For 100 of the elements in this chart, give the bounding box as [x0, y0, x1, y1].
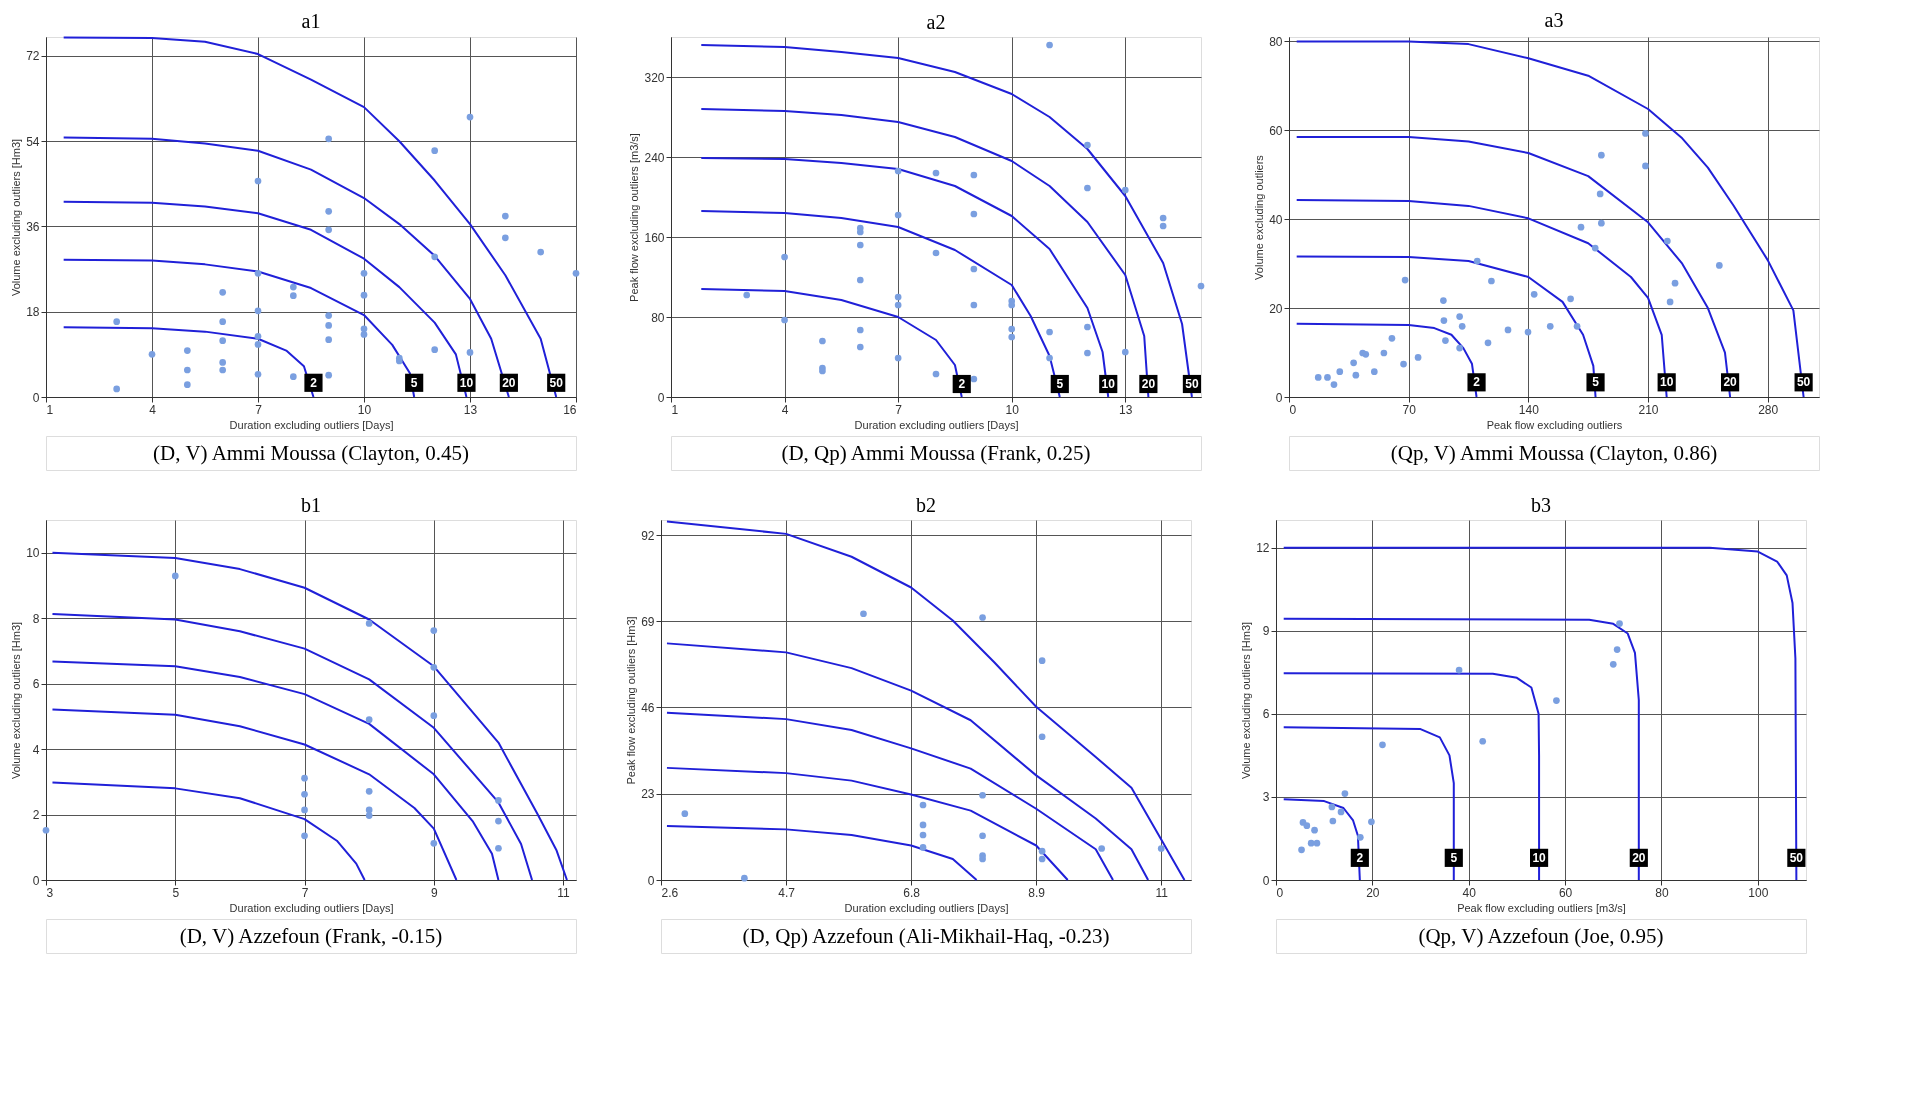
y-tick-label: 92: [641, 528, 655, 543]
x-tick-label: 8.9: [1028, 885, 1046, 900]
y-tick-label: 0: [647, 873, 655, 888]
y-tick-label: 69: [641, 614, 655, 629]
text: (D, V) Azzefoun (Frank, -0.15): [179, 924, 443, 948]
y-tick-label: 0: [32, 873, 40, 888]
annotation: 50: [549, 375, 564, 390]
y-axis-title: Peak flow excluding outliers [Hm3]: [625, 616, 638, 785]
x-tick-label: 1: [671, 402, 679, 417]
annotation: 20: [502, 375, 516, 390]
annotation: 2: [1356, 850, 1364, 865]
x-tick-label: 210: [1638, 402, 1659, 417]
annotation: 20: [1632, 850, 1646, 865]
y-tick-label: 20: [1269, 301, 1283, 316]
y-axis-title: Volume excluding outliers [Hm3]: [10, 621, 23, 780]
y-tick-label: 46: [641, 701, 655, 715]
annotation: 2: [1473, 375, 1481, 390]
chart-title: a1: [301, 10, 321, 33]
x-tick-label: 4: [149, 402, 157, 417]
annotation: 10: [1532, 850, 1547, 865]
annotation: 5: [1592, 375, 1600, 390]
x-tick-label: 13: [463, 402, 478, 417]
y-tick-label: 18: [26, 305, 40, 320]
annotation: 5: [1450, 850, 1458, 865]
x-tick-label: 3: [46, 885, 54, 900]
y-tick-label: 40: [1269, 212, 1283, 227]
x-tick-label: 100: [1748, 885, 1769, 900]
annotation: 10: [459, 375, 474, 390]
x-tick-label: 7: [255, 402, 263, 417]
y-tick-label: 23: [641, 787, 655, 802]
annotation: 10: [1101, 377, 1116, 391]
y-tick-label: 240: [644, 150, 665, 165]
x-tick-label: 7: [301, 885, 309, 900]
x-tick-label: 13: [1119, 402, 1133, 417]
x-axis-title: Peak flow excluding outliers: [1486, 418, 1623, 431]
y-tick-label: 72: [26, 49, 40, 64]
y-tick-label: 0: [657, 390, 665, 405]
y-tick-label: 80: [1269, 34, 1283, 49]
y-axis-title: Volume excluding outliers [Hm3]: [1240, 621, 1253, 780]
x-tick-label: 70: [1402, 402, 1417, 417]
x-tick-label: 280: [1758, 402, 1779, 417]
chart-title: b3: [1531, 494, 1551, 516]
chart-title: b2: [916, 494, 936, 516]
x-tick-label: 80: [1655, 885, 1669, 900]
y-tick-label: 60: [1269, 123, 1283, 138]
y-axis-title: Volume excluding outliers [Hm3]: [10, 138, 23, 297]
x-tick-label: 1: [46, 402, 54, 417]
text: (D, Qp) Ammi Moussa (Frank, 0.25): [781, 441, 1091, 465]
y-tick-label: 36: [26, 219, 40, 234]
chart-title: b1: [301, 494, 321, 516]
text: (Qp, V) Ammi Moussa (Clayton, 0.86): [1390, 441, 1718, 465]
x-tick-label: 9: [430, 885, 438, 900]
annotation: 2: [310, 375, 318, 390]
y-tick-label: 54: [26, 134, 40, 149]
y-tick-label: 6: [1262, 707, 1270, 722]
annotation: 20: [1141, 377, 1156, 391]
y-tick-label: 0: [1262, 873, 1270, 888]
x-tick-label: 60: [1558, 885, 1573, 900]
x-tick-label: 16: [563, 402, 577, 417]
x-tick-label: 4.7: [778, 885, 796, 900]
x-tick-label: 0: [1289, 402, 1297, 417]
y-tick-label: 12: [1256, 541, 1270, 556]
x-tick-label: 140: [1518, 402, 1540, 417]
x-tick-label: 7: [895, 402, 903, 417]
x-tick-label: 4: [781, 402, 789, 417]
x-tick-label: 11: [557, 885, 571, 900]
y-tick-label: 160: [644, 230, 665, 245]
y-tick-label: 9: [1262, 624, 1270, 639]
y-tick-label: 2: [32, 808, 40, 823]
annotation: 5: [1056, 377, 1064, 391]
annotation: 50: [1185, 377, 1199, 391]
y-tick-label: 80: [651, 310, 665, 325]
x-tick-label: 11: [1155, 885, 1169, 900]
y-tick-label: 8: [32, 611, 40, 626]
text: (D, V) Ammi Moussa (Clayton, 0.45): [153, 441, 469, 465]
annotation: 50: [1796, 375, 1811, 390]
x-tick-label: 2.6: [661, 885, 679, 900]
x-axis-title: Duration excluding outliers [Days]: [854, 418, 1019, 431]
x-tick-label: 10: [357, 402, 372, 417]
annotation: 20: [1723, 375, 1738, 390]
x-tick-label: 10: [1005, 402, 1020, 417]
y-tick-label: 4: [32, 742, 40, 757]
annotation: 50: [1789, 850, 1804, 865]
chart-title: a3: [1544, 9, 1564, 32]
annotation: 10: [1659, 375, 1674, 390]
x-tick-label: 20: [1366, 885, 1380, 900]
y-tick-label: 0: [1275, 390, 1283, 405]
x-tick-label: 40: [1462, 885, 1477, 900]
y-tick-label: 10: [26, 546, 40, 561]
y-tick-label: 0: [32, 390, 40, 405]
x-axis-title: Duration excluding outliers [Days]: [229, 418, 394, 431]
text: (Qp, V) Azzefoun (Joe, 0.95): [1418, 924, 1664, 948]
x-axis-title: Duration excluding outliers [Days]: [844, 901, 1009, 914]
x-axis-title: Duration excluding outliers [Days]: [229, 901, 394, 914]
annotation: 2: [958, 377, 966, 391]
y-tick-label: 3: [1262, 790, 1270, 805]
y-tick-label: 320: [644, 70, 665, 85]
x-axis-title: Peak flow excluding outliers [m3/s]: [1457, 901, 1626, 914]
text: (D, Qp) Azzefoun (Ali-Mikhail-Haq, -0.23): [742, 924, 1110, 948]
y-axis-title: Volume excluding outliers: [1253, 154, 1266, 280]
